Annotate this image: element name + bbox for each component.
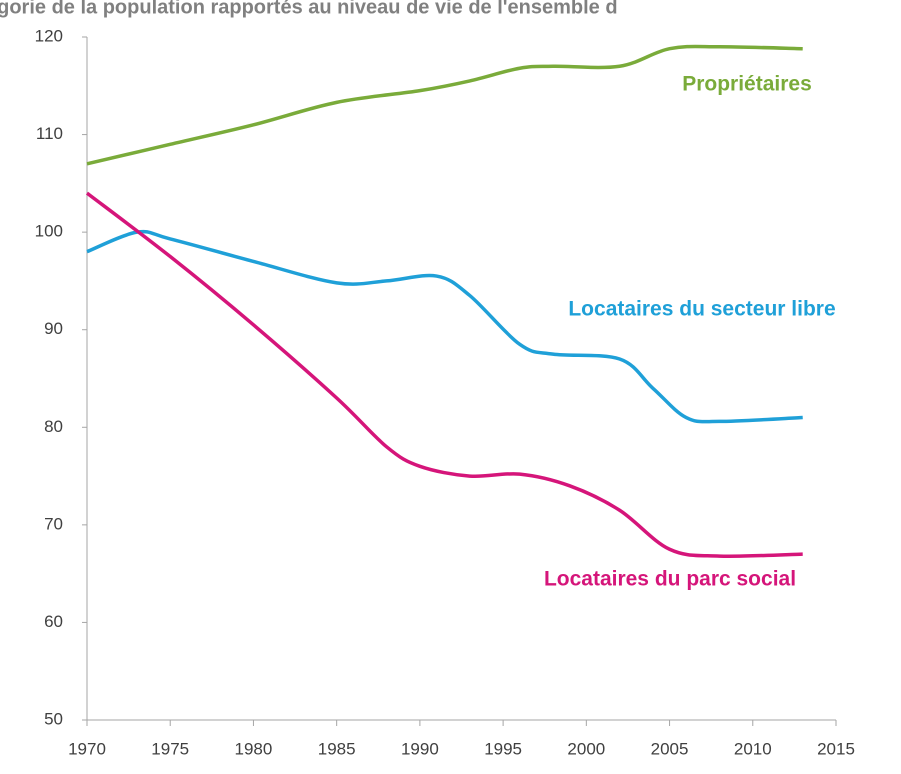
y-tick-label: 110 <box>36 124 63 143</box>
x-tick-label: 2010 <box>734 739 772 758</box>
x-tick-label: 2000 <box>567 739 605 758</box>
chart-title: égorie de la population rapportés au niv… <box>0 0 618 18</box>
series-line <box>86 229 803 424</box>
x-tick-label: 1970 <box>68 739 106 758</box>
series-line <box>85 191 803 558</box>
y-tick-label: 60 <box>44 612 63 631</box>
y-tick-label: 120 <box>35 26 63 45</box>
series-label: Locataires du secteur libre <box>568 298 835 321</box>
series-line <box>86 44 803 166</box>
x-tick-label: 1985 <box>318 739 356 758</box>
x-tick-label: 2005 <box>651 739 689 758</box>
x-tick-label: 1980 <box>235 739 273 758</box>
x-tick-label: 1975 <box>151 739 189 758</box>
y-tick-label: 90 <box>44 319 63 338</box>
series-label: Propriétaires <box>682 73 812 96</box>
y-tick-label: 50 <box>44 709 63 728</box>
series-label: Locataires du parc social <box>544 568 796 591</box>
y-tick-label: 70 <box>44 514 63 533</box>
x-tick-label: 1990 <box>401 739 439 758</box>
y-tick-label: 80 <box>44 417 63 436</box>
x-tick-label: 2015 <box>817 739 855 758</box>
x-tick-label: 1995 <box>484 739 522 758</box>
y-tick-label: 100 <box>35 222 63 241</box>
